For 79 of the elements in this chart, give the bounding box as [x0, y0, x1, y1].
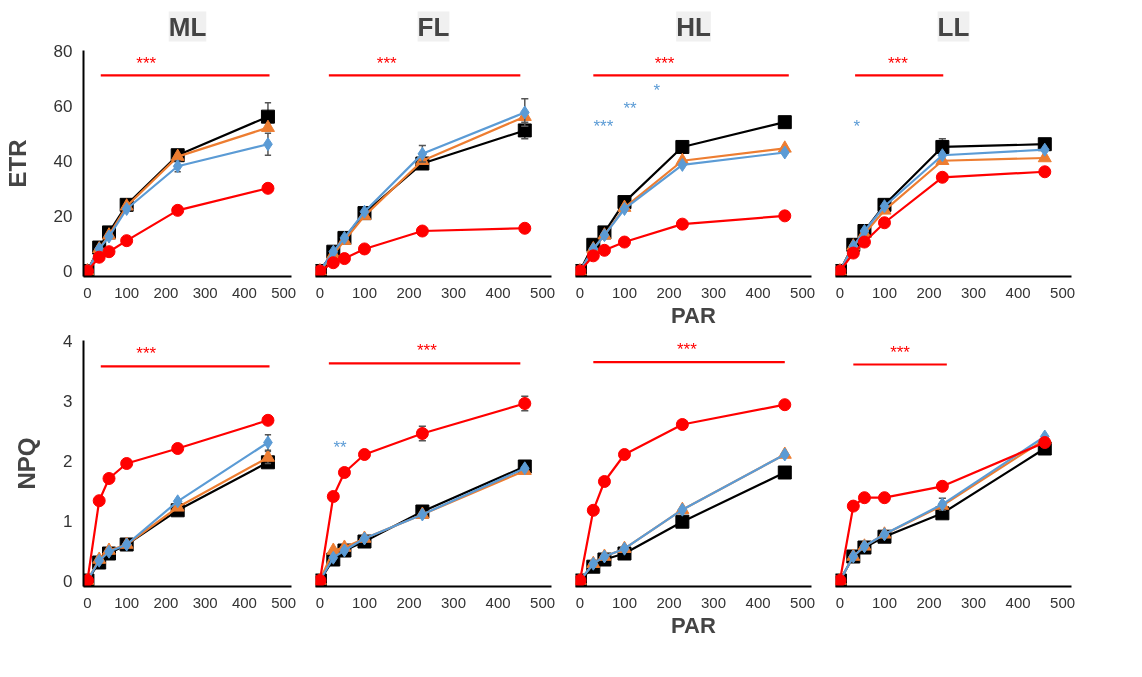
x-tick-label: 500 [271, 283, 297, 301]
x-tick-label: 400 [485, 593, 511, 611]
y-tick-label: 20 [53, 206, 73, 226]
x-tick-label: 100 [871, 283, 897, 301]
x-tick-label: 100 [611, 283, 637, 301]
x-tick-label: 0 [83, 283, 92, 301]
y-tick-label: 1 [63, 511, 73, 531]
y-axis-title: NPQ [13, 437, 41, 490]
x-tick-label: 0 [315, 593, 325, 611]
chart-title: FL [417, 11, 450, 42]
annotation: *** [376, 53, 398, 73]
x-tick-label: 0 [835, 283, 845, 301]
x-tick-label: 500 [530, 283, 556, 301]
x-tick-label: 0 [315, 283, 325, 301]
x-tick-label: 100 [871, 593, 897, 611]
x-tick-label: 500 [1050, 283, 1076, 301]
x-tick-label: 200 [916, 593, 942, 611]
x-tick-label: 300 [441, 283, 467, 301]
chart-title: ML [168, 11, 207, 42]
x-tick-label: 300 [441, 593, 467, 611]
annotation: * [653, 81, 661, 101]
x-tick-label: 300 [192, 593, 218, 611]
annotation: * [853, 117, 861, 137]
annotation: *** [887, 53, 909, 73]
chart-title: LL [937, 11, 970, 42]
x-tick-label: 400 [745, 593, 771, 611]
annotation: *** [416, 341, 438, 361]
y-tick-label: 2 [63, 451, 73, 471]
annotation: *** [890, 342, 911, 362]
x-tick-label: 0 [575, 593, 585, 611]
x-tick-label: 200 [656, 283, 682, 301]
x-axis-title: PAR [671, 302, 717, 328]
x-tick-label: 400 [1005, 283, 1031, 301]
x-tick-label: 300 [701, 283, 727, 301]
x-tick-label: 0 [575, 283, 585, 301]
x-tick-label: 500 [790, 283, 816, 301]
y-tick-label: 80 [53, 41, 73, 61]
x-tick-label: 200 [153, 283, 179, 301]
x-tick-label: 100 [114, 283, 140, 301]
x-tick-label: 400 [485, 283, 511, 301]
chart-title: HL [676, 11, 711, 42]
annotation: *** [136, 53, 157, 73]
y-tick-label: 40 [53, 151, 73, 171]
x-tick-label: 300 [961, 593, 987, 611]
x-axis-title: PAR [671, 612, 717, 638]
x-tick-label: 500 [1050, 593, 1076, 611]
x-tick-label: 100 [114, 593, 140, 611]
x-tick-label: 200 [396, 283, 422, 301]
x-tick-label: 0 [835, 593, 845, 611]
x-tick-label: 100 [351, 283, 377, 301]
y-tick-label: 0 [63, 261, 73, 281]
x-tick-label: 100 [611, 593, 637, 611]
x-tick-label: 400 [745, 283, 771, 301]
x-tick-label: 300 [701, 593, 727, 611]
x-tick-label: 100 [351, 593, 377, 611]
x-tick-label: 500 [530, 593, 556, 611]
annotation: ** [623, 99, 638, 119]
x-tick-label: 200 [396, 593, 422, 611]
y-axis-title: ETR [3, 139, 31, 188]
x-tick-label: 500 [271, 593, 297, 611]
annotation: *** [136, 344, 157, 364]
y-tick-label: 4 [63, 331, 73, 351]
x-tick-label: 400 [1005, 593, 1031, 611]
x-tick-label: 500 [790, 593, 816, 611]
y-tick-label: 3 [63, 391, 73, 411]
x-tick-label: 200 [153, 593, 179, 611]
x-tick-label: 400 [231, 593, 257, 611]
y-tick-label: 0 [63, 571, 73, 591]
annotation: ** [333, 437, 348, 457]
x-tick-label: 400 [231, 283, 257, 301]
y-tick-label: 60 [53, 96, 73, 116]
x-tick-label: 300 [961, 283, 987, 301]
x-tick-label: 0 [83, 593, 92, 611]
annotation: *** [654, 53, 675, 73]
x-tick-label: 200 [656, 593, 682, 611]
annotation: *** [676, 340, 698, 360]
annotation: *** [593, 117, 614, 137]
x-tick-label: 300 [192, 283, 218, 301]
x-tick-label: 200 [916, 283, 942, 301]
